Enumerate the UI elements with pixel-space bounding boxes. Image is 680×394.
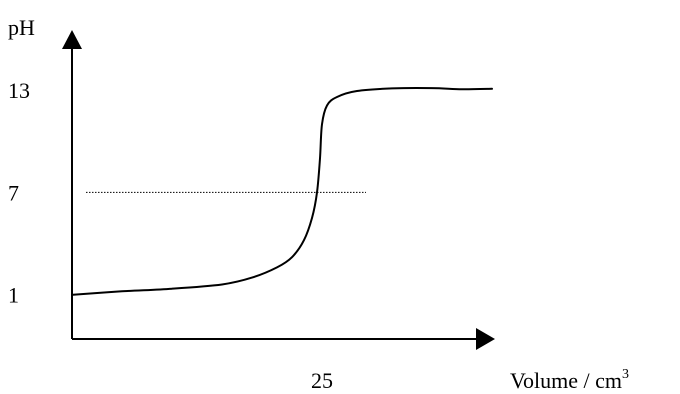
titration-curve bbox=[72, 86, 493, 296]
y-tick-label: 13 bbox=[8, 78, 30, 103]
y-axis-label: pH bbox=[8, 15, 35, 40]
x-tick-label: 25 bbox=[311, 368, 333, 393]
x-axis-arrowhead bbox=[476, 328, 495, 350]
x-axis-label: Volume / cm3 bbox=[510, 367, 629, 393]
y-tick-label: 7 bbox=[8, 180, 19, 205]
x-tick-labels: 25 bbox=[311, 368, 333, 393]
x-axis-label-text: Volume / cm bbox=[510, 368, 622, 393]
y-axis-arrowhead bbox=[62, 30, 82, 49]
x-axis-label-superscript: 3 bbox=[622, 367, 629, 382]
y-tick-label: 1 bbox=[8, 283, 19, 308]
